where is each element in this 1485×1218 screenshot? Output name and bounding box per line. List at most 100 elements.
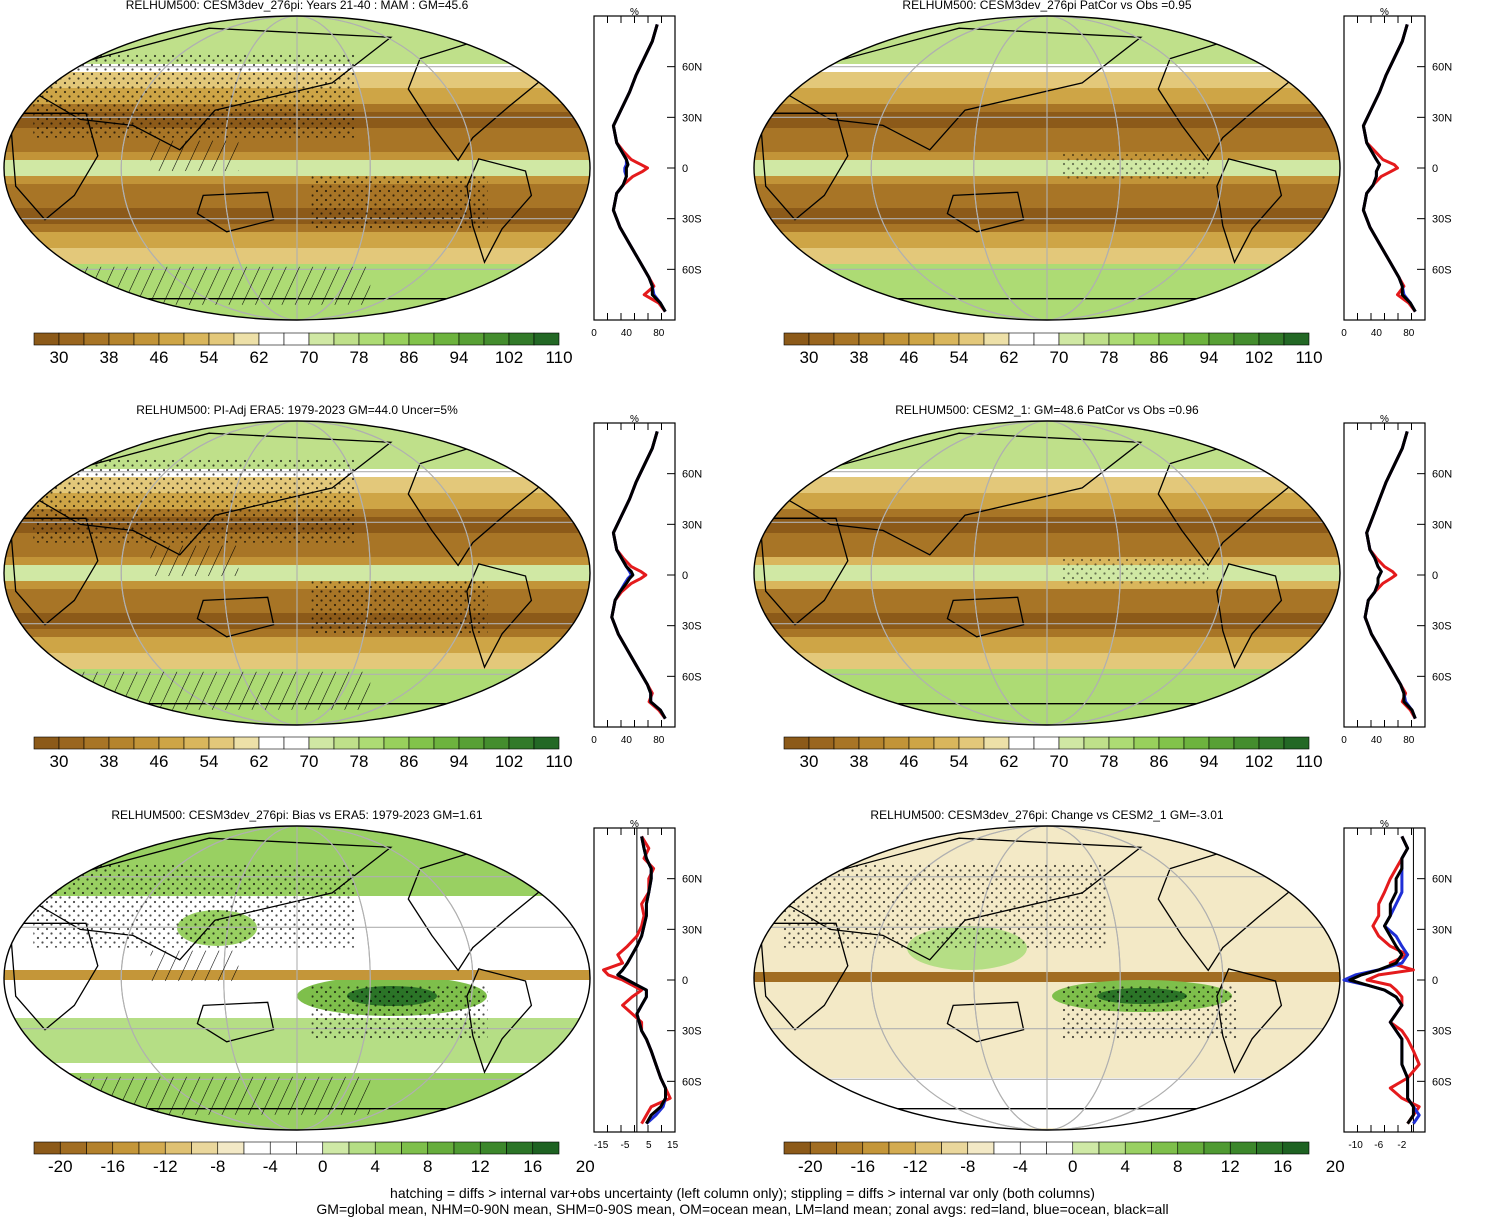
zonal-unit-label: % <box>630 414 639 425</box>
colorbar-box <box>967 1141 995 1155</box>
colorbar-box <box>383 736 410 750</box>
zonal-lat-label: 60N <box>682 469 702 481</box>
colorbar-tick-label: -16 <box>850 1157 875 1176</box>
colorbar-box <box>33 332 60 346</box>
colorbar-box <box>1008 736 1035 750</box>
panel-6: RELHUM500: CESM3dev_276pi: Change vs CES… <box>753 808 1452 1176</box>
colorbar-tick-label: 94 <box>450 348 469 367</box>
map-frame <box>753 825 1341 1131</box>
colorbar-tick-label: 102 <box>495 348 523 367</box>
colorbar-box <box>808 736 835 750</box>
colorbar-box <box>479 1141 507 1155</box>
colorbar-tick-label: 20 <box>1326 1157 1345 1176</box>
colorbar-box <box>138 1141 166 1155</box>
colorbar-box <box>408 736 435 750</box>
hatching-region <box>77 1076 371 1115</box>
colorbar-box <box>1208 332 1235 346</box>
colorbar-box <box>783 1141 811 1155</box>
colorbar-tick-label: 8 <box>423 1157 432 1176</box>
colorbar-tick-label: 54 <box>200 752 219 771</box>
colorbar-box <box>243 1141 271 1155</box>
colorbar-tick-label: 20 <box>576 1157 595 1176</box>
colorbar-tick-label: 12 <box>471 1157 490 1176</box>
zonal-unit-label: % <box>1380 414 1389 425</box>
colorbar-box <box>933 736 960 750</box>
colorbar-box <box>858 736 885 750</box>
zonal-x-tick-label: 40 <box>1371 735 1383 746</box>
colorbar-box <box>358 736 385 750</box>
zonal-frame <box>1343 15 1426 321</box>
zonal-lat-label: 30S <box>1432 214 1452 226</box>
australia-outline <box>196 191 275 233</box>
zonal-unit-label: % <box>1380 7 1389 18</box>
map-frame <box>3 420 591 726</box>
zonal-lat-label: 0 <box>682 570 688 582</box>
australia-outline <box>196 596 275 638</box>
stippling-region <box>311 175 488 229</box>
colorbar-box <box>112 1141 140 1155</box>
colorbar-box <box>133 332 160 346</box>
colorbar-tick-label: 102 <box>1245 752 1273 771</box>
colorbar-tick-label: 54 <box>950 348 969 367</box>
colorbar-tick-label: 46 <box>150 752 169 771</box>
colorbar-box <box>358 332 385 346</box>
zonal-frame <box>593 422 676 728</box>
colorbar-box <box>217 1141 245 1155</box>
colorbar-box <box>158 332 185 346</box>
longitude-gridline <box>120 421 474 725</box>
eurasia-outline <box>782 432 1143 556</box>
panel-2: RELHUM500: CESM3dev_276pi PatCor vs Obs … <box>753 0 1452 367</box>
colorbar-tick-label: 38 <box>100 348 119 367</box>
zonal-x-tick-label: 0 <box>591 328 597 339</box>
colorbar-tick-label: 78 <box>1100 752 1119 771</box>
colorbar-box <box>508 736 535 750</box>
colorbar-box <box>1208 736 1235 750</box>
colorbar-tick-label: 38 <box>100 752 119 771</box>
colorbar-box <box>83 332 110 346</box>
panel-title: RELHUM500: CESM3dev_276pi: Bias vs ERA5:… <box>111 808 483 822</box>
colorbar-box <box>1046 1141 1074 1155</box>
colorbar-tick-label: 62 <box>1000 348 1019 367</box>
colorbar-tick-label: -4 <box>1013 1157 1028 1176</box>
zonal-lat-label: 30N <box>682 112 702 124</box>
colorbar-box <box>1019 1141 1047 1155</box>
colorbar-box <box>108 332 135 346</box>
colorbar-box <box>1203 1141 1231 1155</box>
colorbar-box <box>883 332 910 346</box>
zonal-lat-label: 60N <box>1432 469 1452 481</box>
colorbar-tick-label: 38 <box>850 348 869 367</box>
colorbar-tick-label: 78 <box>350 348 369 367</box>
colorbar-box <box>283 736 310 750</box>
longitude-gridline <box>120 826 474 1130</box>
colorbar-tick-label: -12 <box>153 1157 178 1176</box>
zonal-lat-label: 30N <box>682 924 702 936</box>
colorbar-tick-label: 86 <box>400 348 419 367</box>
colorbar-box <box>322 1141 350 1155</box>
colorbar-tick-label: 70 <box>1050 348 1069 367</box>
colorbar-box <box>1133 332 1160 346</box>
zonal-lat-label: 0 <box>1432 163 1438 175</box>
colorbar-box <box>208 332 235 346</box>
colorbar-box <box>862 1141 890 1155</box>
zonal-x-tick-label: -6 <box>1374 1140 1383 1151</box>
colorbar-tick-label: 70 <box>300 752 319 771</box>
colorbar-tick-label: 86 <box>1150 752 1169 771</box>
zonal-frame <box>1343 827 1426 1133</box>
colorbar-box <box>833 332 860 346</box>
longitude-gridline <box>870 421 1224 725</box>
panel-4: RELHUM500: CESM2_1: GM=48.6 PatCor vs Ob… <box>753 403 1452 771</box>
colorbar-box <box>433 332 460 346</box>
zonal-lat-label: 60N <box>1432 62 1452 74</box>
colorbar-box <box>1158 736 1185 750</box>
zonal-x-tick-label: 15 <box>667 1140 679 1151</box>
colorbar-tick-label: 70 <box>1050 752 1069 771</box>
colorbar-tick-label: 46 <box>900 348 919 367</box>
colorbar-box <box>1008 332 1035 346</box>
zonal-x-tick-label: 80 <box>653 328 665 339</box>
colorbar-box <box>933 332 960 346</box>
stippling-region <box>33 459 356 543</box>
colorbar-box <box>1058 736 1085 750</box>
colorbar-box <box>914 1141 942 1155</box>
panel-title: RELHUM500: PI-Adj ERA5: 1979-2023 GM=44.… <box>136 403 458 417</box>
colorbar-box <box>408 332 435 346</box>
